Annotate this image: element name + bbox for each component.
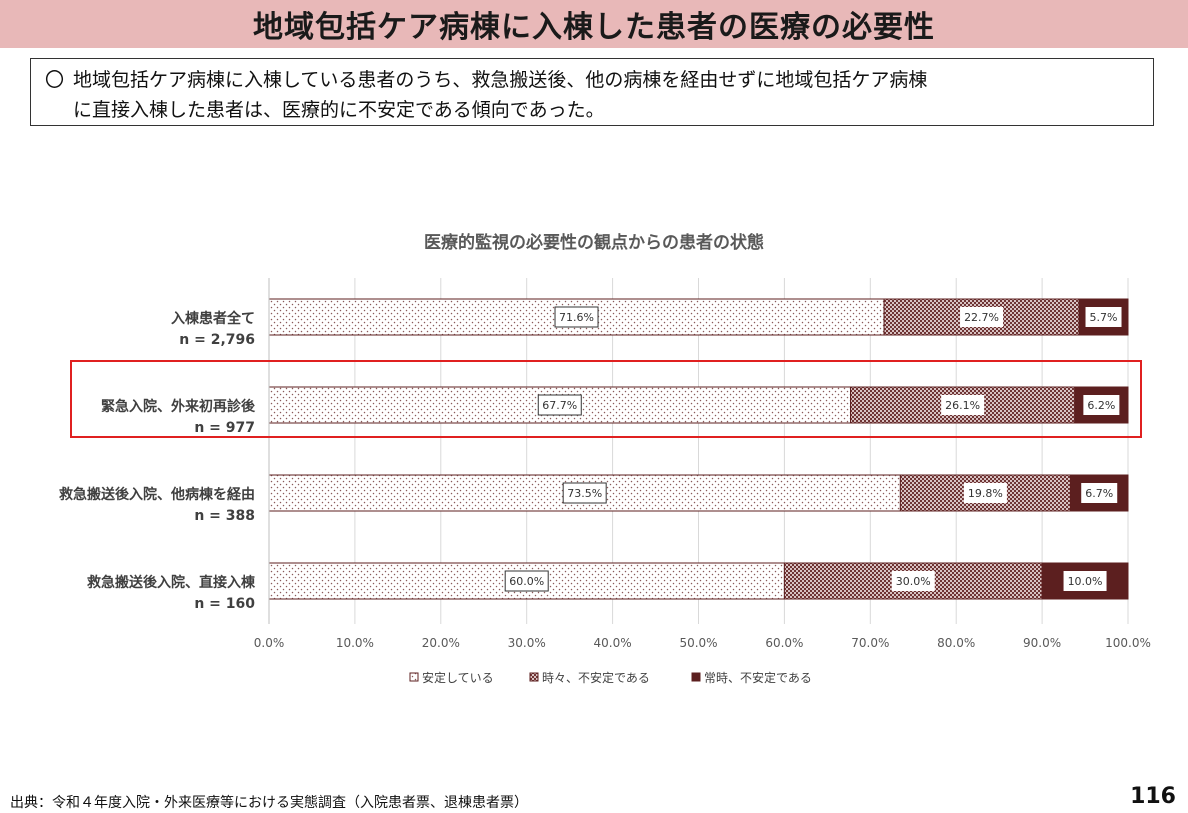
source-note: 出典：令和４年度入院・外来医療等における実態調査（入院患者票、退棟患者票）	[10, 795, 528, 811]
data-label-box	[963, 483, 1007, 503]
legend-swatch	[529, 672, 539, 682]
category-label: 入棟患者全て	[171, 310, 255, 327]
data-label-box	[537, 394, 582, 416]
data-label: 5.7%	[1090, 311, 1118, 324]
data-label: 71.6%	[559, 311, 594, 324]
legend-label: 時々、不安定である	[542, 670, 650, 685]
data-label-box	[891, 571, 935, 591]
data-label: 30.0%	[896, 575, 931, 588]
data-label-box	[562, 482, 607, 504]
summary-text-1: 地域包括ケア病棟に入棟している患者のうち、救急搬送後、他の病棟を経由せずに地域包…	[73, 69, 928, 91]
x-tick-label: 70.0%	[851, 636, 889, 650]
chart-title: 医療的監視の必要性の観点からの患者の状態	[424, 233, 764, 253]
data-label: 19.8%	[968, 487, 1003, 500]
x-tick-label: 0.0%	[254, 636, 285, 650]
x-tick-label: 30.0%	[508, 636, 546, 650]
x-tick-label: 10.0%	[336, 636, 374, 650]
bars-layer	[268, 298, 1129, 600]
page-title: 地域包括ケア病棟に入棟した患者の医療の必要性	[253, 10, 935, 45]
category-n-label: n = 2,796	[179, 332, 255, 348]
title-band: 地域包括ケア病棟に入棟した患者の医療の必要性	[0, 0, 1188, 48]
data-label: 10.0%	[1068, 575, 1103, 588]
summary-line-1: 〇地域包括ケア病棟に入棟している患者のうち、救急搬送後、他の病棟を経由せずに地域…	[45, 65, 1141, 95]
summary-box: 〇地域包括ケア病棟に入棟している患者のうち、救急搬送後、他の病棟を経由せずに地域…	[30, 58, 1154, 126]
x-tick-label: 40.0%	[594, 636, 632, 650]
summary-line-2: に直接入棟した患者は、医療的に不安定である傾向であった。	[73, 99, 605, 121]
data-label: 73.5%	[567, 487, 602, 500]
data-label: 60.0%	[509, 575, 544, 588]
labels-layer: 71.6% 22.7% 5.7% 67.7% 26.1% 6.2% 73.5% 19.8% 6.…	[504, 306, 1122, 592]
legend-label: 常時、不安定である	[704, 670, 812, 685]
highlight-box	[70, 360, 1142, 438]
data-label-box	[1081, 483, 1118, 503]
data-label: 67.7%	[542, 399, 577, 412]
category-n-label: n = 977	[194, 420, 255, 436]
x-tick-label: 90.0%	[1023, 636, 1061, 650]
axis-layer: 0.0% 10.0% 20.0% 30.0% 40.0% 50.0% 60.0% 70.0% 8…	[59, 278, 1151, 650]
data-label-box	[504, 570, 549, 592]
bar-segment	[1041, 562, 1129, 600]
data-label: 22.7%	[964, 311, 999, 324]
x-tick-label: 20.0%	[422, 636, 460, 650]
x-tick-label: 100.0%	[1105, 636, 1151, 650]
bullet-circle: 〇	[45, 69, 65, 91]
x-tick-label: 60.0%	[765, 636, 803, 650]
x-tick-label: 80.0%	[937, 636, 975, 650]
data-label-box	[554, 306, 599, 328]
data-label-box	[960, 307, 1004, 327]
category-label: 救急搬送後入院、直接入棟	[87, 574, 256, 591]
legend-layer: 安定している 時々、不安定である 常時、不安定である	[409, 670, 812, 685]
data-label-box	[941, 395, 985, 415]
legend-swatch	[409, 672, 419, 682]
x-tick-label: 50.0%	[679, 636, 717, 650]
legend-swatch	[691, 672, 701, 682]
category-label: 救急搬送後入院、他病棟を経由	[59, 486, 255, 503]
page-number: 116	[1130, 784, 1176, 809]
legend-label: 安定している	[422, 670, 494, 685]
data-label: 26.1%	[945, 399, 980, 412]
data-label-box	[1083, 395, 1120, 415]
data-label-box	[1085, 307, 1122, 327]
data-label: 6.7%	[1085, 487, 1113, 500]
data-label: 6.2%	[1087, 399, 1115, 412]
category-label: 緊急入院、外来初再診後	[101, 398, 256, 415]
data-label-box	[1063, 571, 1107, 591]
category-n-label: n = 388	[194, 508, 255, 524]
category-n-label: n = 160	[194, 596, 255, 612]
